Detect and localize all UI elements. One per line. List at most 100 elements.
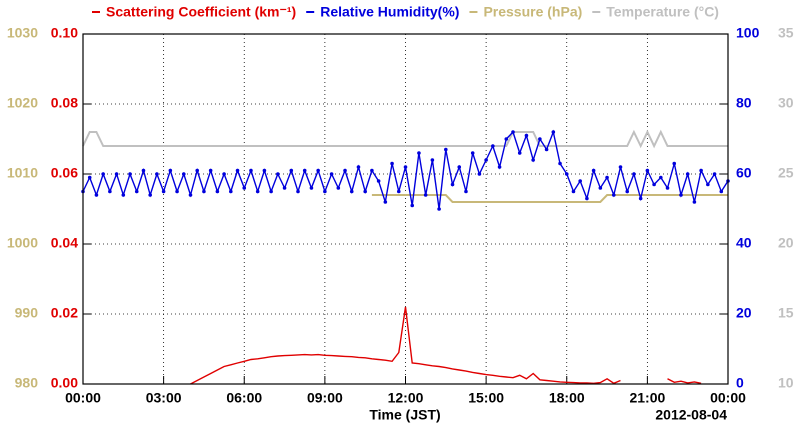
data-point — [235, 168, 240, 173]
data-point — [524, 133, 529, 138]
data-point — [329, 172, 334, 176]
y-tick-label: 60 — [736, 165, 752, 181]
data-point — [141, 168, 146, 173]
x-tick-label: 09:00 — [307, 390, 343, 406]
data-point — [410, 203, 415, 208]
data-point — [571, 189, 576, 194]
y-tick-label: 0.08 — [51, 95, 78, 111]
data-point — [638, 196, 643, 201]
data-point — [564, 172, 569, 176]
x-tick-label: 06:00 — [226, 390, 262, 406]
data-point — [370, 168, 374, 173]
data-point — [168, 168, 173, 173]
x-tick-label: 12:00 — [388, 390, 424, 406]
y-tick-label: 0.10 — [51, 25, 78, 41]
data-point — [470, 151, 475, 155]
data-point — [208, 168, 213, 173]
data-point — [282, 186, 287, 190]
data-point — [148, 193, 152, 197]
data-point — [255, 189, 260, 194]
y-tick-label: 0.02 — [51, 305, 78, 321]
data-point — [276, 172, 280, 176]
data-point — [202, 189, 206, 194]
data-point — [128, 172, 132, 176]
data-point — [430, 158, 435, 162]
data-point — [659, 175, 663, 180]
data-point — [181, 172, 186, 176]
data-point — [175, 189, 179, 194]
x-tick-label: 15:00 — [468, 390, 504, 406]
y-tick-label: 100 — [736, 25, 760, 41]
y-tick-label: 1000 — [7, 235, 38, 251]
data-point — [101, 172, 105, 176]
data-point — [155, 172, 159, 176]
data-point — [94, 193, 99, 197]
data-point — [444, 147, 448, 152]
data-point — [114, 172, 119, 176]
data-point — [437, 207, 441, 211]
y-tick-label: 25 — [778, 165, 794, 181]
data-point — [538, 137, 542, 141]
y-tick-label: 10 — [778, 375, 794, 391]
x-axis-label: Time (JST) — [369, 407, 440, 423]
data-point — [229, 189, 233, 194]
data-point — [685, 172, 690, 176]
y-tick-label: 0 — [736, 375, 744, 391]
data-point — [517, 151, 522, 155]
data-point — [605, 175, 609, 180]
x-tick-label: 21:00 — [629, 390, 665, 406]
data-point — [302, 168, 307, 173]
data-point — [457, 165, 462, 169]
plot-frame — [82, 33, 729, 385]
data-point — [618, 165, 623, 169]
data-point — [390, 161, 394, 166]
data-point — [672, 161, 677, 166]
y-tick-label: 1010 — [7, 165, 38, 181]
data-point — [632, 172, 636, 176]
series-line — [371, 194, 728, 203]
date-annotation: 2012-08-04 — [655, 407, 727, 423]
data-point — [504, 137, 509, 141]
data-point — [215, 189, 220, 194]
data-point — [316, 168, 320, 173]
data-point — [262, 168, 267, 173]
data-point — [679, 193, 683, 197]
data-point — [712, 172, 717, 176]
x-tick-label: 00:00 — [710, 390, 746, 406]
data-point — [491, 144, 495, 148]
data-point — [336, 186, 341, 190]
data-point — [484, 158, 488, 162]
series-line — [190, 306, 702, 385]
data-point — [551, 130, 556, 134]
data-point — [417, 151, 421, 155]
y-tick-label: 990 — [15, 305, 39, 321]
data-point — [544, 147, 549, 152]
legend-label: Temperature (°C) — [606, 4, 719, 20]
data-point — [376, 179, 381, 183]
data-point — [296, 189, 300, 194]
y-tick-label: 15 — [778, 305, 794, 321]
data-point — [665, 186, 670, 190]
data-point — [598, 186, 603, 190]
legend-label: Relative Humidity(%) — [320, 4, 459, 20]
data-point — [161, 189, 166, 194]
data-point — [531, 158, 535, 162]
data-point — [692, 200, 697, 204]
y-tick-label: 0.06 — [51, 165, 78, 181]
y-tick-label: 20 — [778, 235, 794, 251]
y-tick-label: 30 — [778, 95, 794, 111]
series-line — [82, 129, 728, 149]
data-point — [363, 189, 367, 194]
data-point — [464, 189, 468, 194]
data-point — [585, 196, 589, 201]
data-point — [477, 172, 482, 176]
y-tick-label: 80 — [736, 95, 752, 111]
data-point — [108, 189, 112, 194]
data-point — [511, 130, 515, 134]
legend-label: Scattering Coefficient (km⁻¹) — [106, 4, 296, 20]
y-tick-label: 1030 — [7, 25, 38, 41]
data-point — [309, 186, 314, 190]
y-tick-label: 980 — [15, 375, 39, 391]
y-tick-label: 20 — [736, 305, 752, 321]
